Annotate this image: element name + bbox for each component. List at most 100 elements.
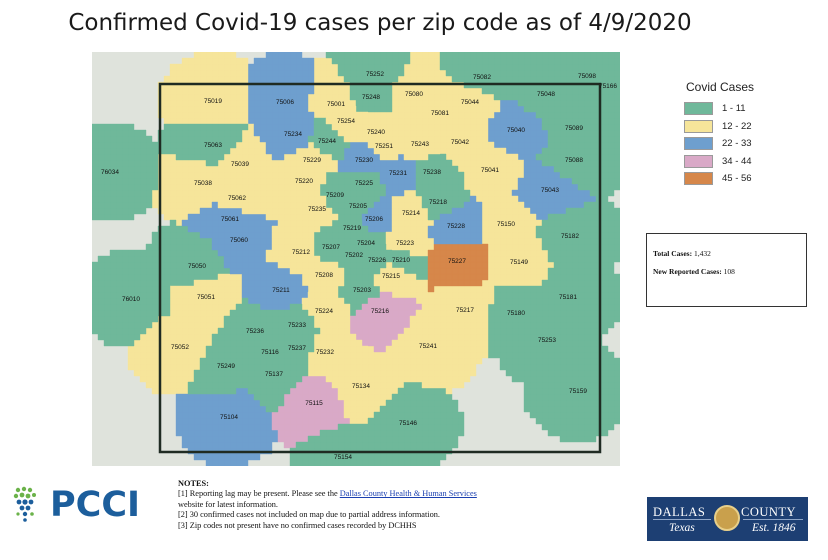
zip-label-75253: 75253 — [538, 337, 556, 344]
zip-region-75137 — [247, 363, 303, 413]
legend-swatch-4 — [684, 154, 713, 168]
county-boundary — [158, 82, 602, 454]
legend-item: 34 - 44 — [678, 153, 788, 171]
pcci-dots-icon — [13, 486, 36, 522]
zip-label-75214: 75214 — [402, 210, 420, 217]
zip-label-75080: 75080 — [405, 91, 423, 98]
legend-label: 12 - 22 — [722, 120, 752, 132]
zip-label-75051: 75051 — [197, 294, 215, 301]
zip-region-75042 — [439, 123, 489, 167]
legend-label: 45 - 56 — [722, 173, 752, 185]
zip-region-75104 — [175, 387, 279, 466]
notes: NOTES: [1] Reporting lag may be present.… — [178, 479, 598, 531]
zip-label-75082: 75082 — [473, 74, 491, 81]
choropleth-map: 75252 75082 75098 75166 75019 75006 75001 75248… — [92, 52, 620, 466]
zip-label-75088: 75088 — [565, 157, 583, 164]
legend-title: Covid Cases — [686, 80, 755, 94]
zip-label-75063: 75063 — [204, 142, 222, 149]
legend-swatch-3 — [684, 137, 713, 151]
zip-label-75228: 75228 — [447, 223, 465, 230]
zip-label-75217: 75217 — [456, 307, 474, 314]
dallas-county-logo: DALLAS COUNTY Texas Est. 1846 — [647, 497, 808, 541]
zip-region-75019 — [157, 52, 249, 125]
zip-label-75081: 75081 — [431, 110, 449, 117]
zip-label-75203: 75203 — [353, 287, 371, 294]
zip-label-75229: 75229 — [303, 157, 321, 164]
zip-region-75146 — [367, 381, 465, 466]
divider — [653, 519, 711, 520]
zip-label-75159: 75159 — [569, 388, 587, 395]
total-cases-value: 1,432 — [693, 249, 711, 258]
zip-region-75238 — [415, 153, 465, 191]
zip-region-75241 — [385, 309, 483, 395]
zip-label-75180: 75180 — [507, 310, 525, 317]
zip-label-75050: 75050 — [188, 263, 206, 270]
zip-label-75060: 75060 — [230, 237, 248, 244]
zip-label-75209: 75209 — [326, 192, 344, 199]
zip-region-75248 — [349, 81, 393, 113]
zip-label-75216: 75216 — [371, 308, 389, 315]
legend-label: 22 - 33 — [722, 138, 752, 150]
zip-region-75228 — [427, 195, 483, 245]
zip-label-75237: 75237 — [288, 345, 306, 352]
note-1: [1] Reporting lag may be present. Please… — [178, 489, 598, 499]
zip-region-75006 — [247, 52, 315, 125]
zip-region-76034 — [92, 123, 159, 221]
zip-label-75231: 75231 — [389, 170, 407, 177]
zip-region-75230 — [337, 141, 381, 173]
zip-label-75205: 75205 — [349, 203, 367, 210]
notes-heading: NOTES: — [178, 479, 209, 488]
zip-region-75062 — [217, 177, 279, 221]
zip-label-75208: 75208 — [315, 272, 333, 279]
zip-label-75115: 75115 — [305, 400, 323, 407]
zip-label-75240: 75240 — [367, 129, 385, 136]
note-1-continued: website for latest information. — [178, 499, 278, 509]
zip-region-75052 — [127, 315, 213, 395]
zip-region-75217 — [421, 279, 495, 359]
zip-label-75042: 75042 — [451, 139, 469, 146]
zip-label-75212: 75212 — [292, 249, 310, 256]
total-cases-label: Total Cases: — [653, 249, 693, 258]
legend-label: 34 - 44 — [722, 155, 752, 167]
zip-label-75244: 75244 — [318, 138, 336, 145]
pcci-wordmark: PCCI — [50, 485, 141, 525]
zip-label-75220: 75220 — [295, 178, 313, 185]
new-cases-row: New Reported Cases: 108 — [653, 267, 735, 276]
zip-label-75233: 75233 — [288, 322, 306, 329]
zip-label-75236: 75236 — [246, 328, 264, 335]
legend-swatch-5 — [684, 172, 713, 186]
note-1-text: [1] Reporting lag may be present. Please… — [178, 489, 340, 499]
legend-item: 22 - 33 — [678, 135, 788, 153]
zip-label-75252: 75252 — [366, 71, 384, 78]
zip-label-75039: 75039 — [231, 161, 249, 168]
zip-region-75232 — [307, 333, 369, 383]
zip-label-75038: 75038 — [194, 180, 212, 187]
zip-label-75227: 75227 — [448, 258, 466, 265]
zip-region-75235 — [271, 189, 339, 233]
totals-box: Total Cases: 1,432 New Reported Cases: 1… — [646, 233, 807, 307]
zip-label-75048: 75048 — [537, 91, 555, 98]
legend-item: 1 - 11 — [678, 100, 788, 118]
zip-label-75116: 75116 — [261, 349, 279, 356]
note-2: [2] 30 confirmed cases not included on m… — [178, 510, 440, 520]
zip-label-75248: 75248 — [362, 94, 380, 101]
legend-label: 1 - 11 — [722, 103, 746, 115]
total-cases-row: Total Cases: 1,432 — [653, 249, 711, 258]
zip-label-76034: 76034 — [101, 169, 119, 176]
zip-label-75062: 75062 — [228, 195, 246, 202]
new-cases-label: New Reported Cases: — [653, 267, 722, 276]
zip-region-75206 — [361, 195, 393, 233]
zip-regions — [92, 52, 620, 466]
legend: Covid Cases 1 - 11 12 - 22 22 - 33 34 - … — [678, 80, 788, 188]
dchhs-link[interactable]: Dallas County Health & Human Services — [339, 489, 477, 499]
zip-label-75182: 75182 — [561, 233, 579, 240]
zip-label-75149: 75149 — [510, 259, 528, 266]
zip-region-75244 — [307, 117, 351, 161]
zip-label-75001: 75001 — [327, 101, 345, 108]
zip-label-75202: 75202 — [345, 252, 363, 259]
zip-region-75063 — [157, 123, 249, 167]
zip-region-75041 — [457, 141, 525, 203]
zip-region-75249 — [187, 333, 249, 395]
county-word: COUNTY — [741, 505, 797, 519]
